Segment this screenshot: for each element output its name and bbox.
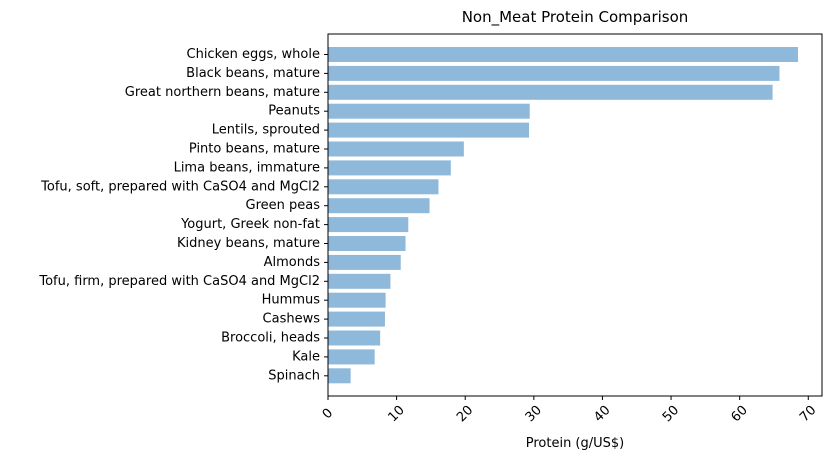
y-tick-label: Kidney beans, mature — [177, 236, 320, 251]
y-tick-label: Lima beans, immature — [174, 160, 320, 175]
y-tick-label: Black beans, mature — [186, 66, 320, 81]
y-tick-label: Spinach — [268, 368, 320, 383]
x-tick-label: 0 — [320, 406, 336, 422]
chart-title: Non_Meat Protein Comparison — [462, 8, 689, 27]
x-tick-label: 10 — [385, 403, 407, 425]
y-tick-label: Pinto beans, mature — [189, 142, 320, 157]
bar — [328, 292, 386, 308]
bar — [328, 47, 798, 62]
bar — [328, 273, 391, 289]
y-axis-ticks: Chicken eggs, whole Black beans, mature Gr… — [38, 47, 328, 383]
bar — [328, 236, 406, 251]
y-tick-label: Great northern beans, mature — [125, 85, 320, 100]
plot-frame — [327, 33, 823, 397]
bar — [328, 122, 530, 138]
bar — [328, 103, 530, 119]
bar — [328, 65, 780, 81]
bar — [328, 84, 773, 100]
y-tick-label: Chicken eggs, whole — [187, 47, 321, 62]
bar — [328, 368, 351, 384]
x-tick-label: 60 — [729, 403, 751, 425]
bar — [328, 217, 409, 233]
y-tick-label: Broccoli, heads — [221, 331, 320, 346]
x-axis-ticks: 0 10 20 30 40 50 60 70 — [320, 396, 819, 425]
bar — [328, 198, 430, 214]
y-tick-label: Almonds — [264, 255, 321, 270]
y-tick-label: Tofu, firm, prepared with CaSO4 and MgCl… — [38, 274, 320, 289]
y-tick-label: Hummus — [262, 293, 321, 308]
y-tick-label: Kale — [292, 349, 320, 364]
y-tick-label: Peanuts — [268, 104, 320, 119]
x-axis-label: Protein (g/US$) — [526, 436, 625, 451]
y-tick-label: Yogurt, Greek non-fat — [180, 217, 320, 232]
y-tick-label: Tofu, soft, prepared with CaSO4 and MgCl… — [40, 179, 320, 194]
bar — [328, 330, 381, 346]
y-tick-label: Green peas — [246, 198, 321, 213]
bars-group — [328, 47, 798, 384]
x-tick-label: 70 — [797, 403, 819, 425]
x-tick-label: 30 — [523, 403, 545, 425]
x-tick-label: 50 — [660, 403, 682, 425]
bar — [328, 349, 375, 365]
bar — [328, 160, 451, 176]
y-tick-label: Lentils, sprouted — [212, 123, 320, 138]
bar — [328, 141, 464, 157]
x-tick-label: 20 — [454, 403, 476, 425]
bar — [328, 254, 401, 270]
x-tick-label: 40 — [591, 403, 613, 425]
bar — [328, 179, 439, 195]
bar — [328, 311, 385, 327]
y-tick-label: Cashews — [263, 312, 321, 327]
